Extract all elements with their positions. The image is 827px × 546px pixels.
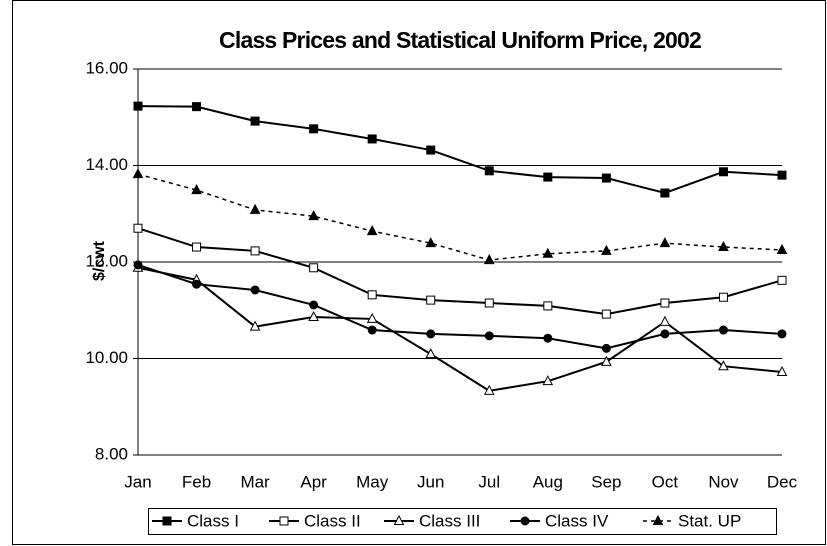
data-point [366, 312, 378, 323]
data-point [133, 101, 143, 111]
x-tick-label: Nov [708, 472, 739, 491]
data-point [718, 325, 728, 335]
data-point [133, 223, 143, 233]
x-tick-label: May [356, 472, 389, 491]
data-point [776, 365, 788, 377]
data-point [659, 237, 671, 248]
data-point [483, 384, 495, 395]
data-point [660, 188, 670, 198]
legend-marker [162, 516, 172, 526]
data-point [777, 329, 787, 339]
data-point [601, 173, 611, 183]
y-tick-label: 8.00 [95, 444, 128, 463]
data-point [718, 360, 729, 371]
data-point [191, 184, 202, 195]
data-point [718, 292, 728, 302]
x-tick-label: Jun [417, 472, 444, 491]
data-point [483, 254, 495, 265]
data-point [601, 244, 612, 255]
data-point [249, 203, 261, 214]
data-point [484, 331, 494, 341]
legend [148, 508, 777, 535]
data-point [777, 170, 787, 180]
data-point [426, 145, 436, 155]
legend-label: Class III [419, 511, 480, 530]
legend-label: Class I [187, 511, 239, 530]
x-tick-label: Dec [767, 472, 798, 491]
legend-marker [393, 514, 405, 525]
series-line [137, 173, 783, 261]
legend-marker [520, 516, 530, 526]
frame [12, 0, 826, 545]
data-point [425, 348, 437, 359]
data-point [718, 240, 729, 252]
x-tick-label: Jan [124, 472, 151, 491]
data-point [309, 263, 319, 273]
series-line [137, 227, 783, 316]
data-point [132, 168, 144, 179]
data-point [133, 260, 143, 270]
data-point [249, 320, 261, 331]
x-tick-label: Sep [591, 472, 621, 491]
data-point [601, 309, 611, 319]
data-point [192, 279, 202, 289]
data-point [718, 167, 728, 177]
data-point [308, 310, 319, 322]
data-point [601, 355, 612, 366]
y-tick-label: 10.00 [85, 348, 128, 367]
data-point [192, 102, 202, 112]
data-point [367, 290, 377, 300]
data-point [309, 124, 319, 134]
data-point [542, 247, 554, 258]
data-point [777, 275, 787, 285]
x-tick-label: Feb [182, 472, 211, 491]
legend-marker [279, 516, 289, 526]
data-point [426, 295, 436, 305]
data-point [367, 134, 377, 144]
data-point [425, 237, 437, 248]
data-point [308, 210, 319, 221]
data-point [660, 298, 670, 308]
data-point [543, 333, 553, 343]
legend-marker [652, 514, 664, 525]
data-point [309, 300, 319, 310]
data-point [542, 375, 554, 386]
legend-label: Class II [304, 511, 361, 530]
x-tick-label: Jul [478, 472, 500, 491]
data-point [250, 116, 260, 126]
data-point [660, 329, 670, 339]
data-point [484, 166, 494, 176]
x-tick-label: Oct [652, 472, 679, 491]
series-line [137, 105, 783, 195]
y-tick-label: 16.00 [85, 58, 128, 77]
x-tick-label: Apr [300, 472, 327, 491]
data-point [659, 315, 671, 326]
data-point [192, 242, 202, 252]
data-point [601, 343, 611, 353]
y-tick-label: 14.00 [85, 155, 128, 174]
data-point [367, 325, 377, 335]
series-line [137, 263, 783, 350]
x-tick-label: Mar [240, 472, 270, 491]
data-point [543, 172, 553, 182]
data-point [426, 329, 436, 339]
series-line [137, 266, 783, 392]
data-point [484, 298, 494, 308]
y-tick-label: 12.00 [85, 251, 128, 270]
legend-label: Stat. UP [678, 511, 741, 530]
data-point [366, 225, 378, 236]
data-point [776, 243, 788, 254]
data-point [250, 285, 260, 295]
chart-title: Class Prices and Statistical Uniform Pri… [219, 27, 701, 53]
legend-label: Class IV [545, 511, 609, 530]
y-axis-label: $/cwt [91, 240, 108, 281]
data-point [250, 246, 260, 256]
x-tick-label: Aug [533, 472, 563, 491]
data-point [543, 301, 553, 311]
